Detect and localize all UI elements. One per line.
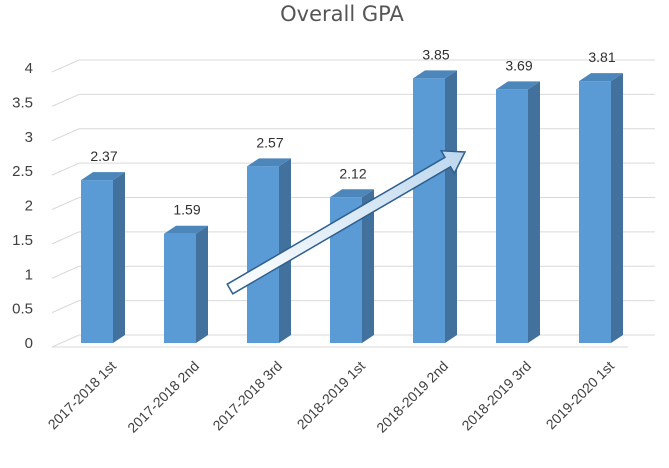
y-tick-label: 1 (25, 266, 33, 283)
data-label: 2.37 (90, 148, 117, 164)
x-tick-label: 2018-2019 1st (293, 358, 368, 433)
bar (164, 225, 208, 343)
bar-top (81, 172, 125, 181)
bar (413, 70, 457, 343)
x-axis-ticks: 2017-2018 1st 2017-2018 2nd 2017-2018 3rd 2… (44, 358, 617, 436)
y-tick-label: 3.5 (12, 94, 33, 111)
bar-front (579, 81, 611, 343)
bar-front (413, 78, 445, 343)
x-tick-label: 2018-2019 2nd (373, 358, 451, 436)
x-tick-label: 2019-2020 1st (542, 358, 617, 433)
y-tick-label: 0 (25, 335, 33, 352)
gridlines (51, 59, 655, 348)
data-label: 2.57 (256, 134, 283, 150)
data-label: 3.69 (505, 57, 532, 73)
gridline (51, 231, 655, 245)
bar-side (445, 70, 457, 343)
y-tick-label: 3 (25, 129, 33, 146)
bar-side (528, 81, 540, 343)
y-axis-ticks: 0 0.5 1 1.5 2 2.5 3 3.5 4 (12, 60, 33, 352)
x-tick-label: 2017-2018 1st (44, 358, 119, 433)
y-tick-label: 2 (25, 198, 33, 215)
gridline (51, 93, 655, 107)
gridline (51, 334, 655, 348)
gridline (51, 128, 655, 142)
bar-front (81, 180, 113, 343)
x-tick-label: 2018-2019 3rd (458, 358, 534, 434)
chart-title: Overall GPA (280, 2, 404, 26)
data-labels: 2.37 1.59 2.57 2.12 3.85 3.69 3.81 (90, 46, 615, 217)
y-tick-label: 2.5 (12, 163, 33, 180)
trend-arrow-icon (226, 149, 467, 295)
trend-arrow (226, 149, 467, 295)
bar-top (247, 158, 291, 167)
bar-top (579, 73, 623, 82)
gridline (51, 59, 655, 73)
x-tick-label: 2017-2018 2nd (124, 358, 202, 436)
y-tick-label: 0.5 (12, 301, 33, 318)
y-tick-label: 4 (25, 60, 33, 77)
bar-top (496, 81, 540, 90)
gridline (51, 162, 655, 176)
data-label: 3.81 (588, 49, 615, 65)
bar-side (362, 189, 374, 343)
bar-top (330, 189, 374, 198)
bar-side (196, 225, 208, 343)
data-label: 1.59 (173, 202, 200, 218)
data-label: 3.85 (422, 46, 449, 62)
bar (579, 73, 623, 343)
bars (81, 70, 623, 343)
bar-top (164, 225, 208, 234)
y-tick-label: 1.5 (12, 232, 33, 249)
gridline (51, 300, 655, 314)
bar-front (247, 166, 279, 343)
bar-front (164, 233, 196, 343)
bar (81, 172, 125, 343)
bar-front (496, 89, 528, 343)
bar-top (413, 70, 457, 79)
data-label: 2.12 (339, 165, 366, 181)
bar (496, 81, 540, 343)
bar-side (611, 73, 623, 343)
gridline (51, 197, 655, 210)
x-tick-label: 2017-2018 3rd (209, 358, 285, 434)
bar-side (113, 172, 125, 343)
gridline (51, 265, 655, 279)
